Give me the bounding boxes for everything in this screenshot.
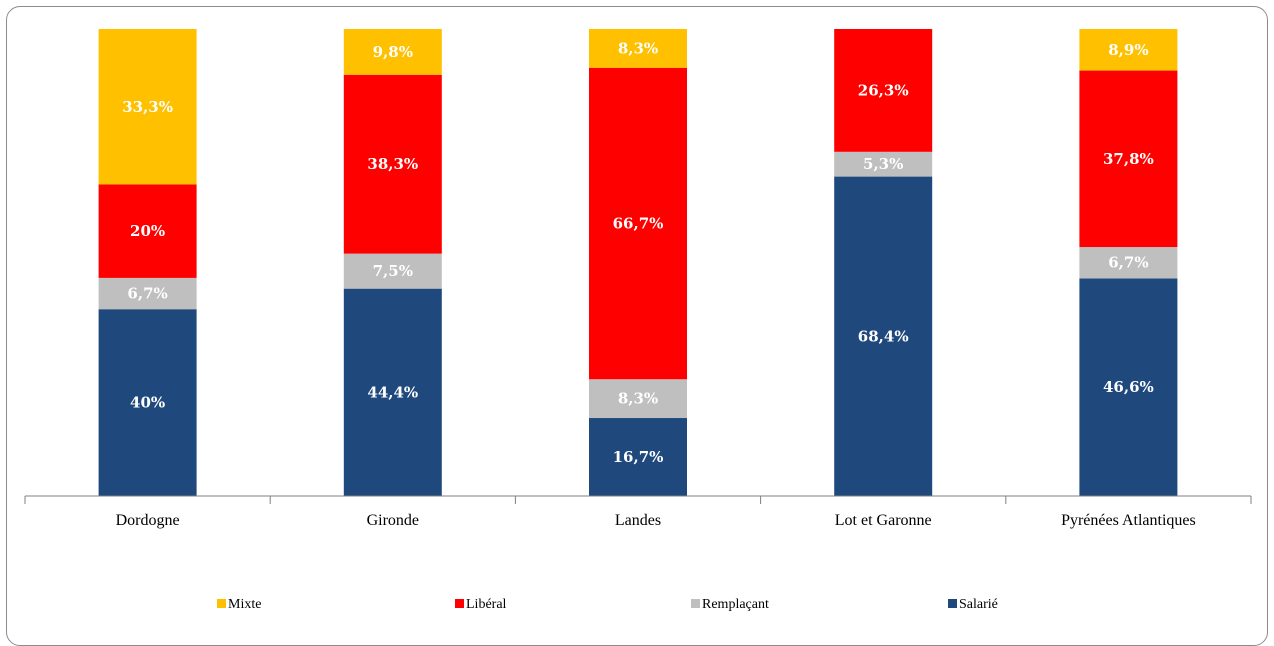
data-label-remplacant-dordogne: 6,7%	[127, 285, 167, 303]
bar-segment-salarie-lot-et-garonne	[834, 176, 933, 496]
x-tick-label: Dordogne	[116, 512, 180, 529]
bar-segment-remplacant-lot-et-garonne	[834, 151, 933, 177]
bar-segment-mixte-pyrenees-atlantiques	[1079, 29, 1178, 71]
bar-segment-mixte-gironde	[343, 29, 442, 75]
x-tick-label: Landes	[615, 512, 661, 529]
bar-segment-salarie-pyrenees-atlantiques	[1079, 278, 1178, 496]
data-label-liberal-landes: 66,7%	[613, 215, 664, 233]
bar-segment-remplacant-landes	[589, 379, 687, 419]
x-tick-label: Lot et Garonne	[835, 512, 932, 529]
bar-segment-salarie-landes	[589, 418, 687, 496]
legend-swatch-salarie	[948, 599, 957, 608]
data-label-liberal-gironde: 38,3%	[367, 155, 418, 173]
bar-segment-remplacant-pyrenees-atlantiques	[1079, 247, 1178, 279]
legend-swatch-remplacant	[691, 599, 700, 608]
bar-segment-remplacant-gironde	[343, 253, 442, 289]
data-label-remplacant-lot-et-garonne: 5,3%	[863, 155, 903, 173]
data-label-mixte-gironde: 9,8%	[373, 43, 413, 61]
x-axis: Dordogne Gironde Landes Lot et Garonne Pyrén…	[24, 495, 1252, 529]
bar-segment-mixte-landes	[589, 29, 687, 68]
data-label-remplacant-gironde: 7,5%	[373, 262, 413, 280]
data-label-salarie-dordogne: 40%	[130, 394, 165, 412]
data-label-remplacant-pyrenees-atlantiques: 6,7%	[1108, 254, 1148, 272]
data-label-salarie-pyrenees-atlantiques: 46,6%	[1103, 378, 1154, 396]
legend: Mixte Libéral Remplaçant Salarié	[217, 597, 998, 612]
bar-segment-salarie-dordogne	[98, 309, 197, 496]
data-label-liberal-pyrenees-atlantiques: 37,8%	[1103, 150, 1154, 168]
bar-segment-liberal-pyrenees-atlantiques	[1079, 70, 1178, 248]
bar-segment-remplacant-dordogne	[98, 277, 197, 310]
bar-segment-mixte-dordogne	[98, 29, 197, 185]
stacked-bar-chart: 40% 6,7% 20% 33,3% 44,4% 7,5% 38,3% 9,8% 16,7% 8,…	[24, 29, 1252, 612]
legend-label-remplacant: Remplaçant	[702, 597, 769, 612]
x-tick-label: Gironde	[367, 512, 419, 529]
legend-label-mixte: Mixte	[228, 597, 261, 612]
bars-group: 40% 6,7% 20% 33,3% 44,4% 7,5% 38,3% 9,8% 16,7% 8,…	[98, 29, 1178, 496]
bar-segment-salarie-gironde	[343, 288, 442, 496]
data-label-mixte-dordogne: 33,3%	[122, 98, 173, 116]
legend-label-liberal: Libéral	[466, 597, 507, 612]
bar-segment-liberal-gironde	[343, 74, 442, 254]
data-label-salarie-landes: 16,7%	[613, 448, 664, 466]
bar-segment-liberal-landes	[589, 67, 687, 380]
legend-label-salarie: Salarié	[959, 597, 998, 612]
x-tick-label: Pyrénées Atlantiques	[1061, 512, 1196, 529]
data-label-salarie-gironde: 44,4%	[367, 383, 418, 401]
legend-swatch-liberal	[455, 599, 464, 608]
legend-swatch-mixte	[217, 599, 226, 608]
data-label-mixte-pyrenees-atlantiques: 8,9%	[1108, 41, 1148, 59]
data-label-liberal-dordogne: 20%	[130, 222, 165, 240]
data-label-liberal-lot-et-garonne: 26,3%	[858, 81, 909, 99]
data-label-mixte-landes: 8,3%	[618, 39, 658, 57]
bar-segment-liberal-lot-et-garonne	[834, 29, 933, 152]
data-label-salarie-lot-et-garonne: 68,4%	[858, 327, 909, 345]
bar-segment-liberal-dordogne	[98, 184, 197, 278]
data-label-remplacant-landes: 8,3%	[618, 390, 658, 408]
